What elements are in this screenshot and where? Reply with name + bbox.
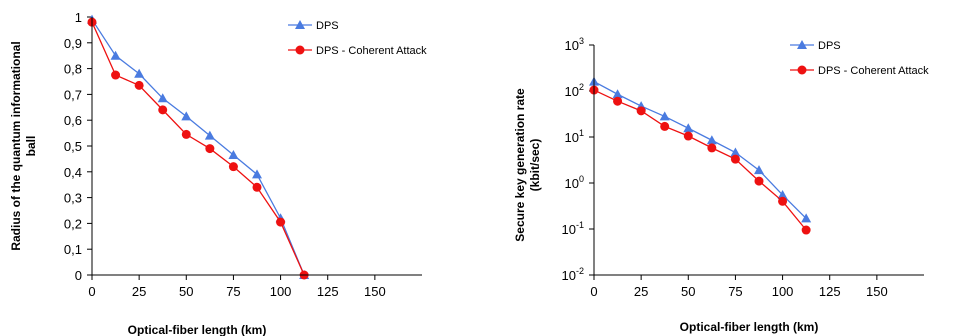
- x-tick-label: 75: [728, 284, 742, 299]
- data-point: [157, 93, 168, 103]
- y-tick-label: 103: [565, 36, 584, 53]
- legend-label: DPS: [818, 40, 841, 52]
- data-point: [777, 189, 788, 199]
- legend-marker: [295, 45, 305, 55]
- y-tick-label: 0,5: [64, 139, 82, 154]
- y-tick-base: 10: [565, 84, 579, 99]
- x-tick-label: 150: [364, 284, 386, 299]
- legend-marker: [797, 65, 807, 75]
- series-line: [91, 21, 305, 276]
- y-tick-label: 0,7: [64, 87, 82, 102]
- y-axis-title-line-2: ball: [24, 136, 38, 157]
- y-tick-base: 10: [562, 222, 576, 237]
- legend-marker: [295, 20, 305, 29]
- x-tick-label: 0: [88, 284, 95, 299]
- data-point: [683, 123, 694, 133]
- data-point: [205, 144, 215, 154]
- y-tick-label: 100: [565, 174, 584, 191]
- data-point: [158, 105, 168, 115]
- x-tick-label: 125: [819, 284, 841, 299]
- y-axis-title-line-1: Secure key generation rate: [513, 88, 527, 242]
- data-point: [111, 70, 121, 80]
- data-point: [707, 143, 717, 153]
- x-tick-label: 50: [681, 284, 695, 299]
- y-tick-label: 0,8: [64, 62, 82, 77]
- data-point: [730, 154, 740, 164]
- x-tick-label: 100: [270, 284, 292, 299]
- y-tick-exponent: 2: [579, 82, 584, 92]
- data-point: [252, 169, 262, 179]
- data-point: [134, 68, 145, 78]
- y-tick-label: 0,4: [64, 165, 82, 180]
- y-axis-title-line-1: Radius of the quantum informational: [9, 41, 23, 250]
- y-tick-exponent: 1: [579, 128, 584, 138]
- x-tick-label: 0: [590, 284, 597, 299]
- y-tick-exponent: 0: [579, 174, 584, 184]
- data-point: [754, 176, 764, 186]
- x-tick-label: 25: [132, 284, 146, 299]
- data-point: [659, 111, 670, 121]
- data-point: [801, 225, 811, 235]
- y-tick-label: 0,2: [64, 216, 82, 231]
- x-tick-label: 100: [772, 284, 794, 299]
- y-tick-base: 10: [565, 130, 579, 145]
- data-point: [660, 121, 670, 131]
- y-tick-label: 0,3: [64, 191, 82, 206]
- y-tick-exponent: 3: [579, 36, 584, 46]
- y-tick-label: 10-2: [562, 266, 584, 283]
- series-line: [91, 19, 305, 276]
- series-line: [593, 89, 807, 231]
- data-point: [204, 130, 215, 140]
- y-tick-label: 0,1: [64, 242, 82, 257]
- y-tick-label: 102: [565, 82, 584, 99]
- y-tick-label: 0,9: [64, 36, 82, 51]
- y-tick-exponent: -1: [576, 220, 584, 230]
- radius-chart: 0 25 50 75 100 125 150 0 0,1 0,2 0,3 0,4 0,5 0,6 0,7 0,…: [9, 10, 427, 336]
- data-point: [228, 162, 238, 172]
- y-tick-label: 1: [75, 10, 82, 25]
- y-tick-base: 10: [562, 268, 576, 283]
- data-point: [754, 165, 764, 175]
- y-tick-base: 10: [565, 176, 579, 191]
- legend-label: DPS - Coherent Attack: [316, 45, 427, 57]
- x-tick-label: 150: [866, 284, 888, 299]
- data-point: [683, 131, 693, 141]
- y-axis-title-line-2: (kbit/sec): [528, 139, 542, 192]
- y-tick-label: 10-1: [562, 220, 584, 237]
- y-tick-base: 10: [565, 38, 579, 53]
- data-point: [181, 111, 192, 121]
- data-point: [252, 182, 262, 192]
- data-point: [612, 89, 623, 99]
- data-point: [801, 213, 812, 223]
- data-point: [778, 196, 788, 206]
- data-point: [134, 80, 144, 90]
- x-tick-label: 50: [179, 284, 193, 299]
- legend-marker: [797, 40, 807, 49]
- x-axis-title: Optical-fiber length (km): [128, 323, 267, 336]
- legend-label: DPS - Coherent Attack: [818, 65, 929, 77]
- x-tick-label: 125: [317, 284, 339, 299]
- data-point: [228, 150, 239, 160]
- data-point: [110, 50, 121, 60]
- data-point: [730, 147, 741, 157]
- data-point: [706, 135, 717, 145]
- data-point: [613, 96, 623, 106]
- data-point: [636, 106, 646, 116]
- y-tick-label: 0,6: [64, 113, 82, 128]
- legend-label: DPS: [316, 20, 339, 32]
- x-axis-title: Optical-fiber length (km): [680, 320, 819, 334]
- y-tick-exponent: -2: [576, 266, 584, 276]
- series-line: [593, 81, 807, 219]
- data-point: [181, 129, 191, 139]
- x-tick-label: 25: [634, 284, 648, 299]
- y-tick-label: 0: [75, 268, 82, 283]
- data-point: [276, 217, 286, 227]
- x-tick-label: 75: [226, 284, 240, 299]
- y-tick-label: 101: [565, 128, 584, 145]
